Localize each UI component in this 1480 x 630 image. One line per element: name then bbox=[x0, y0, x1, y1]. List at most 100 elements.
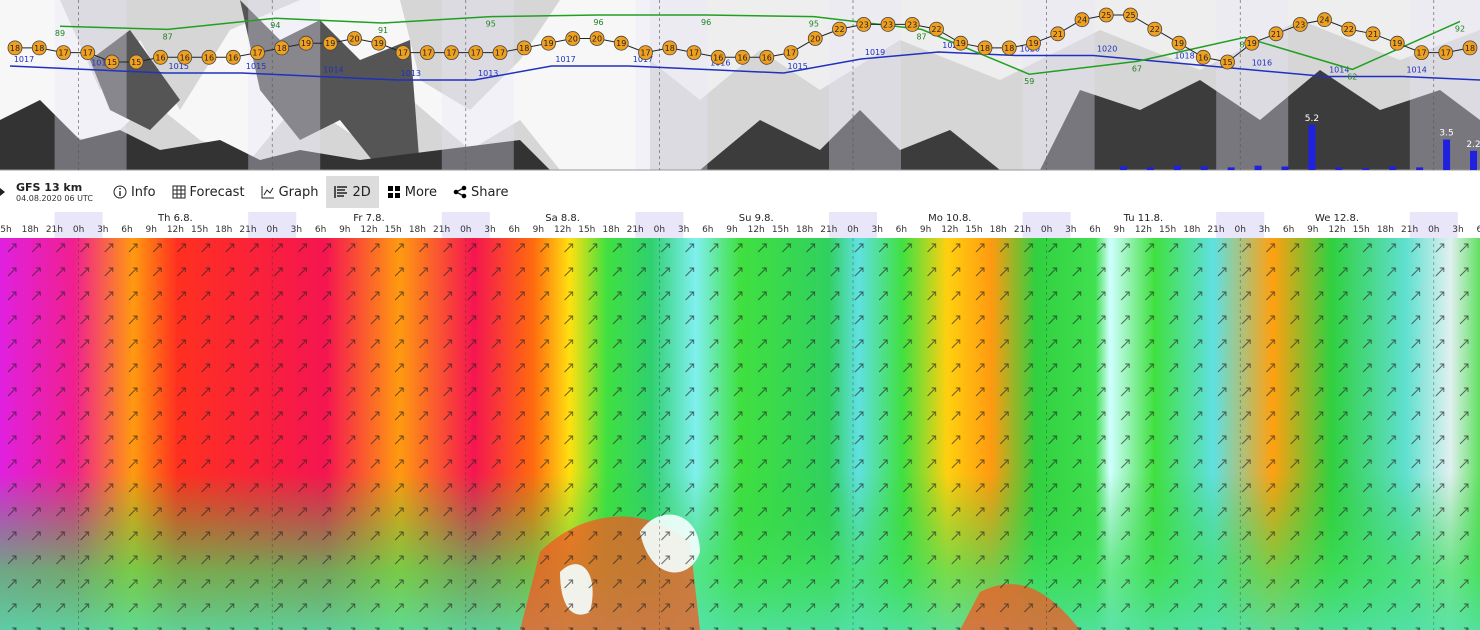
hour-label: 21h bbox=[627, 225, 644, 235]
temperature-label: 18 bbox=[519, 44, 529, 53]
precip-bar bbox=[1362, 168, 1370, 170]
temperature-label: 17 bbox=[689, 49, 699, 58]
temperature-point bbox=[1317, 12, 1332, 28]
temperature-point bbox=[783, 45, 799, 60]
pressure-label: 1017 bbox=[555, 55, 575, 64]
pressure-label: 1018 bbox=[1174, 52, 1194, 61]
temperature-label: 16 bbox=[228, 53, 238, 62]
hour-label: 21h bbox=[433, 225, 450, 235]
day-label: We 12.8. bbox=[1315, 213, 1359, 224]
temperature-point bbox=[1462, 40, 1478, 56]
temperature-point bbox=[250, 45, 265, 60]
model-info: GFS 13 km 04.08.2020 06 UTC bbox=[6, 181, 93, 203]
temperature-label: 19 bbox=[1247, 39, 1257, 48]
temperature-label: 15 bbox=[1222, 58, 1232, 67]
temperature-point bbox=[395, 45, 411, 60]
temperature-point bbox=[1123, 7, 1138, 23]
temperature-label: 18 bbox=[34, 44, 44, 53]
temperature-label: 19 bbox=[301, 39, 311, 48]
precip-bar bbox=[1443, 139, 1451, 170]
hour-label: 18h bbox=[796, 225, 813, 235]
forecast-button[interactable]: Forecast bbox=[164, 176, 253, 208]
temperature-point bbox=[492, 45, 508, 60]
temperature-point bbox=[1268, 26, 1284, 42]
hour-label: 12h bbox=[167, 225, 184, 235]
hour-label: 15h bbox=[1159, 225, 1176, 235]
temperature-label: 18 bbox=[665, 44, 675, 53]
temperature-label: 25 bbox=[1125, 11, 1135, 20]
temperature-point bbox=[710, 49, 726, 65]
hour-label: 0h bbox=[847, 225, 858, 235]
temperature-label: 20 bbox=[568, 35, 578, 44]
temperature-point bbox=[1026, 35, 1041, 51]
temperature-label: 16 bbox=[1198, 53, 1208, 62]
precip-bar bbox=[1389, 166, 1397, 170]
temperature-point bbox=[613, 35, 629, 51]
temperature-point bbox=[541, 35, 556, 51]
more-button[interactable]: More bbox=[379, 176, 445, 208]
humidity-label: 96 bbox=[701, 18, 711, 27]
hour-label: 3h bbox=[291, 225, 302, 235]
hour-label: 9h bbox=[1307, 225, 1318, 235]
temperature-point bbox=[1171, 35, 1187, 51]
temperature-label: 24 bbox=[1077, 16, 1087, 25]
temperature-point bbox=[1389, 35, 1405, 51]
hour-label: 21h bbox=[1014, 225, 1031, 235]
humidity-label: 87 bbox=[916, 32, 926, 41]
temperature-point bbox=[735, 49, 750, 65]
humidity-label: 89 bbox=[55, 29, 65, 38]
temperature-point bbox=[1098, 7, 1114, 23]
share-button[interactable]: Share bbox=[445, 176, 517, 208]
temperature-label: 23 bbox=[859, 20, 869, 29]
night-band bbox=[635, 0, 708, 170]
temperature-point bbox=[1292, 16, 1308, 32]
temperature-point bbox=[56, 45, 71, 60]
temperature-label: 19 bbox=[616, 39, 626, 48]
graph-button[interactable]: Graph bbox=[253, 176, 327, 208]
temperature-point bbox=[444, 45, 459, 60]
temperature-point bbox=[929, 21, 944, 37]
hour-label: 18h bbox=[1377, 225, 1394, 235]
button-label: Forecast bbox=[189, 184, 245, 200]
temperature-label: 17 bbox=[83, 49, 93, 58]
temperature-label: 16 bbox=[204, 53, 214, 62]
night-band bbox=[635, 212, 684, 238]
hour-label: 3h bbox=[1259, 225, 1270, 235]
precip-bar bbox=[1416, 167, 1424, 170]
expand-icon[interactable] bbox=[0, 187, 6, 197]
temperature-point bbox=[516, 40, 532, 56]
pressure-label: 1014 bbox=[323, 66, 343, 75]
button-label: More bbox=[404, 184, 437, 200]
hour-label: 6h bbox=[121, 225, 132, 235]
2d-button[interactable]: 2D bbox=[326, 176, 379, 208]
precip-bar bbox=[1146, 167, 1154, 170]
info-button[interactable]: Info bbox=[105, 176, 164, 208]
hour-label: 0h bbox=[654, 225, 665, 235]
pressure-label: 1013 bbox=[478, 69, 498, 78]
pressure-label: 1016 bbox=[1252, 59, 1272, 68]
hour-label: 0h bbox=[73, 225, 84, 235]
precip-bar bbox=[1335, 167, 1343, 170]
hour-label: 12h bbox=[1328, 225, 1345, 235]
temperature-point bbox=[31, 40, 47, 56]
hour-label: 6h bbox=[315, 225, 326, 235]
humidity-label: 59 bbox=[1024, 77, 1034, 86]
precip-bar bbox=[1254, 165, 1262, 170]
temperature-point bbox=[686, 45, 702, 60]
temperature-label: 17 bbox=[252, 49, 262, 58]
temperature-point bbox=[832, 21, 847, 37]
temperature-point bbox=[1050, 26, 1066, 42]
humidity-label: 95 bbox=[486, 20, 496, 29]
hour-label: 12h bbox=[748, 225, 765, 235]
night-band bbox=[441, 0, 514, 170]
humidity-label: 96 bbox=[593, 18, 603, 27]
hour-label: 21h bbox=[1207, 225, 1224, 235]
temperature-point bbox=[565, 31, 581, 46]
precip-bar bbox=[1173, 165, 1181, 170]
pressure-label: 1014 bbox=[1329, 66, 1349, 75]
hour-label: 12h bbox=[554, 225, 571, 235]
temperature-point bbox=[880, 16, 896, 32]
hour-label: 9h bbox=[1113, 225, 1124, 235]
temperature-label: 22 bbox=[1344, 25, 1354, 34]
